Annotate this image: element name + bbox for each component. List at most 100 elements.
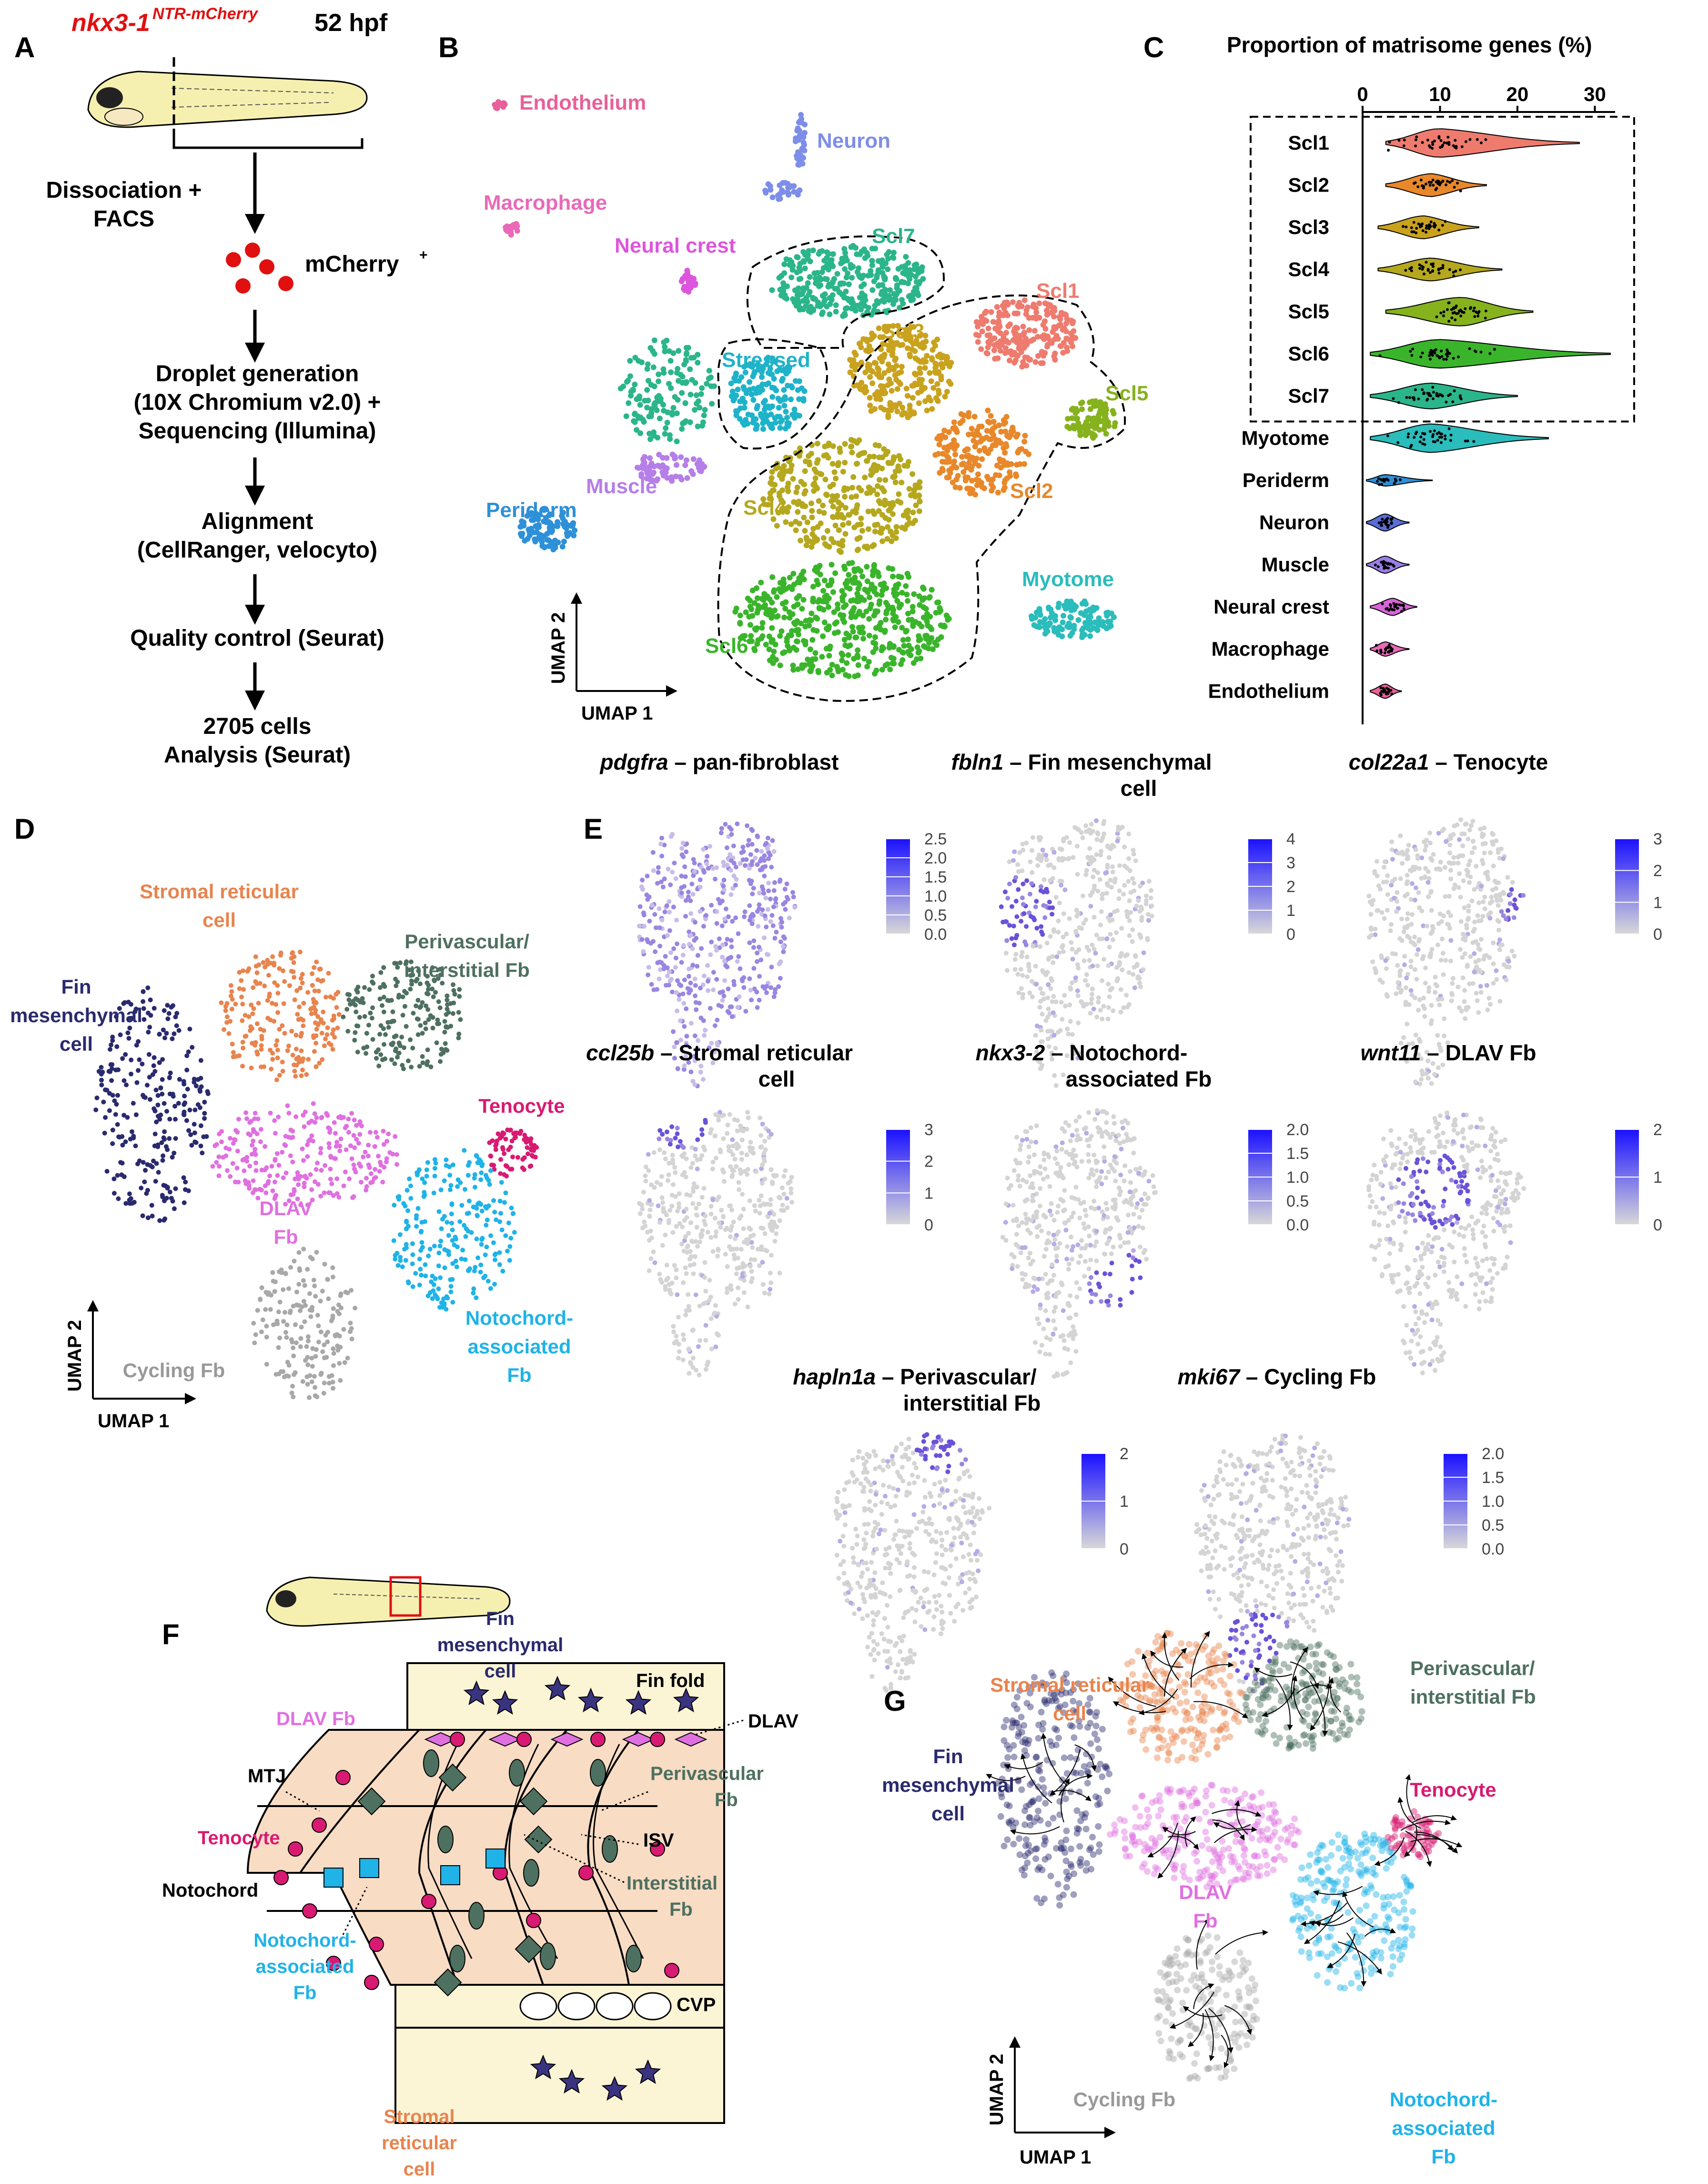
violin-point — [1445, 142, 1449, 145]
umap-b-point — [804, 299, 810, 305]
umap-d-point — [525, 1145, 530, 1150]
umap-b-point — [913, 261, 920, 267]
feature-point — [734, 877, 739, 882]
umap-b-point — [849, 449, 855, 456]
umap-d-point — [343, 1169, 348, 1175]
umap-d-point — [192, 1080, 197, 1085]
umap-b-point — [1087, 416, 1093, 422]
feature-point — [701, 973, 707, 978]
violin-point — [1435, 394, 1438, 397]
umap-d-point — [301, 1278, 306, 1283]
umap-b-point — [1068, 615, 1074, 621]
umap-b-point — [832, 522, 839, 528]
umap-d-point — [381, 965, 386, 970]
umap-d-point — [383, 1056, 388, 1061]
umap-d-point — [381, 1009, 386, 1015]
umap-b-point — [821, 620, 828, 625]
umap-d-point — [384, 1159, 389, 1165]
violin-point — [1452, 274, 1455, 277]
umap-b-point — [743, 416, 749, 423]
violin-point — [1450, 316, 1454, 319]
umap-b-point — [647, 455, 653, 461]
umap-d-point — [352, 1117, 357, 1123]
violin-point — [1415, 135, 1418, 139]
umap-d-point — [450, 1261, 455, 1266]
umap-d-point — [479, 1170, 484, 1175]
umap-d-point — [149, 1203, 154, 1208]
umap-d-point — [246, 966, 252, 971]
umap-d-point — [380, 1179, 385, 1185]
umap-b-point — [760, 416, 766, 422]
umap-d-point — [448, 1284, 454, 1289]
violin-point — [1397, 401, 1400, 404]
feature-point — [757, 945, 761, 950]
umap-b-point — [915, 266, 921, 272]
umap-d-point — [292, 1062, 297, 1067]
umap-d-point — [323, 1163, 328, 1168]
umap-b-point — [876, 498, 882, 504]
umap-b-point — [684, 379, 690, 385]
violin-point — [1414, 432, 1417, 436]
umap-b-point — [866, 632, 872, 639]
umap-d-point — [326, 1374, 332, 1379]
umap-b-point — [684, 475, 690, 481]
umap-d-point — [273, 1002, 279, 1007]
umap-b-point — [648, 413, 654, 419]
umap-b-point — [1023, 448, 1029, 455]
feature-point — [650, 850, 656, 855]
umap-b-point — [924, 353, 930, 359]
umap-d-point — [363, 1149, 368, 1155]
umap-b-point — [1033, 315, 1039, 322]
umap-d-point — [115, 1122, 120, 1127]
umap-d-point — [305, 1154, 310, 1159]
umap-b-point — [994, 462, 1000, 468]
violin-point — [1459, 189, 1462, 193]
feature-point — [637, 904, 643, 909]
umap-b-point — [807, 274, 813, 280]
umap-d-point — [307, 1395, 312, 1400]
umap-b-point — [850, 474, 857, 480]
umap-b-point — [559, 544, 566, 550]
umap-b-point — [1048, 606, 1054, 612]
umap-b-point — [836, 548, 842, 554]
umap-d-point — [167, 1075, 172, 1080]
umap-b-point — [952, 484, 959, 490]
umap-b-point — [1015, 353, 1021, 359]
umap-d-point — [293, 1114, 299, 1119]
umap-b-point — [668, 369, 674, 376]
umap-b-point — [901, 279, 907, 285]
feature-point — [738, 966, 743, 971]
violin-point — [1429, 271, 1432, 274]
feature-point — [665, 933, 670, 938]
umap-b-point — [796, 378, 802, 384]
umap-b-point — [802, 639, 809, 645]
umap-d-point — [463, 1234, 468, 1239]
umap-d-point — [322, 1043, 327, 1048]
umap-b-point — [536, 522, 542, 528]
umap-d-point — [246, 1131, 251, 1137]
feature-point — [719, 923, 725, 928]
umap-d-point — [404, 1219, 409, 1225]
umap-b-point — [895, 498, 901, 504]
umap-b-point — [862, 474, 868, 480]
umap-d-point — [281, 1369, 286, 1374]
umap-d-point — [418, 1267, 423, 1272]
umap-d-point — [277, 1073, 282, 1078]
umap-d-point — [259, 1188, 264, 1193]
umap-d-point — [256, 962, 262, 967]
umap-b-point — [844, 305, 850, 311]
umap-d-point — [269, 1067, 274, 1072]
umap-b-point — [777, 182, 783, 188]
umap-d-point — [368, 1130, 373, 1135]
umap-b-point — [749, 588, 756, 593]
feature-point — [754, 848, 759, 853]
umap-d-point — [503, 1137, 508, 1142]
violin-point — [1404, 269, 1407, 272]
umap-d-point — [294, 1340, 299, 1345]
violin-point — [1484, 316, 1487, 320]
umap-b-point — [881, 294, 888, 300]
umap-d-point — [162, 1129, 167, 1134]
violin-point — [1415, 227, 1418, 230]
umap-d-point — [115, 1173, 120, 1178]
umap-d-point — [338, 1378, 343, 1383]
